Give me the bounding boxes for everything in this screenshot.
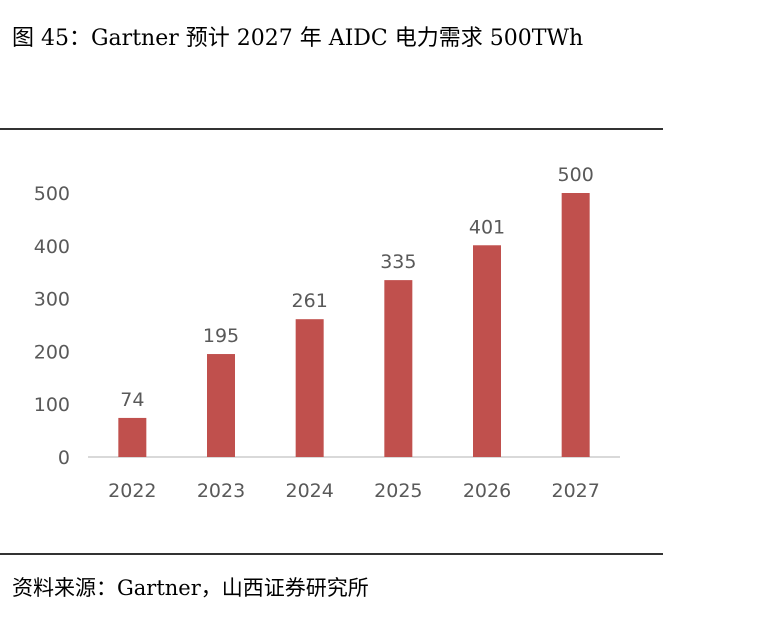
y-tick-label: 300 [34, 289, 70, 311]
data-label: 500 [558, 164, 594, 186]
x-tick-label: 2024 [285, 480, 333, 502]
bar-2026 [473, 245, 501, 457]
bar-2027 [561, 193, 590, 457]
x-tick-label: 2027 [551, 480, 599, 502]
bar-2023 [207, 354, 235, 457]
source-note: 资料来源：Gartner，山西证券研究所 [12, 576, 369, 600]
x-tick-label: 2026 [463, 480, 511, 502]
figure-title: 图 45：Gartner 预计 2027 年 AIDC 电力需求 500TWh [12, 26, 584, 51]
data-label: 195 [203, 325, 239, 347]
x-tick-label: 2025 [374, 480, 422, 502]
x-tick-label: 2023 [197, 480, 245, 502]
bar-2024 [295, 319, 324, 457]
data-label: 401 [469, 216, 505, 238]
y-tick-label: 400 [34, 236, 70, 258]
y-tick-label: 500 [34, 183, 70, 205]
y-tick-label: 100 [34, 394, 70, 416]
data-label: 335 [380, 251, 416, 273]
data-label: 74 [120, 389, 144, 411]
y-tick-label: 0 [58, 447, 70, 469]
bar-2022 [118, 417, 147, 457]
bar-2025 [384, 280, 413, 457]
y-tick-label: 200 [34, 341, 70, 363]
data-label: 261 [292, 290, 328, 312]
x-tick-label: 2022 [108, 480, 156, 502]
top-rule [0, 128, 663, 130]
bottom-rule [0, 553, 663, 555]
